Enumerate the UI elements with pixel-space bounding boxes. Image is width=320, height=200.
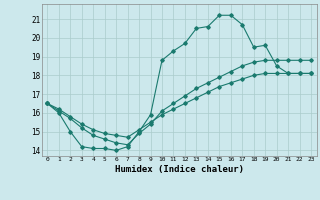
X-axis label: Humidex (Indice chaleur): Humidex (Indice chaleur)	[115, 165, 244, 174]
